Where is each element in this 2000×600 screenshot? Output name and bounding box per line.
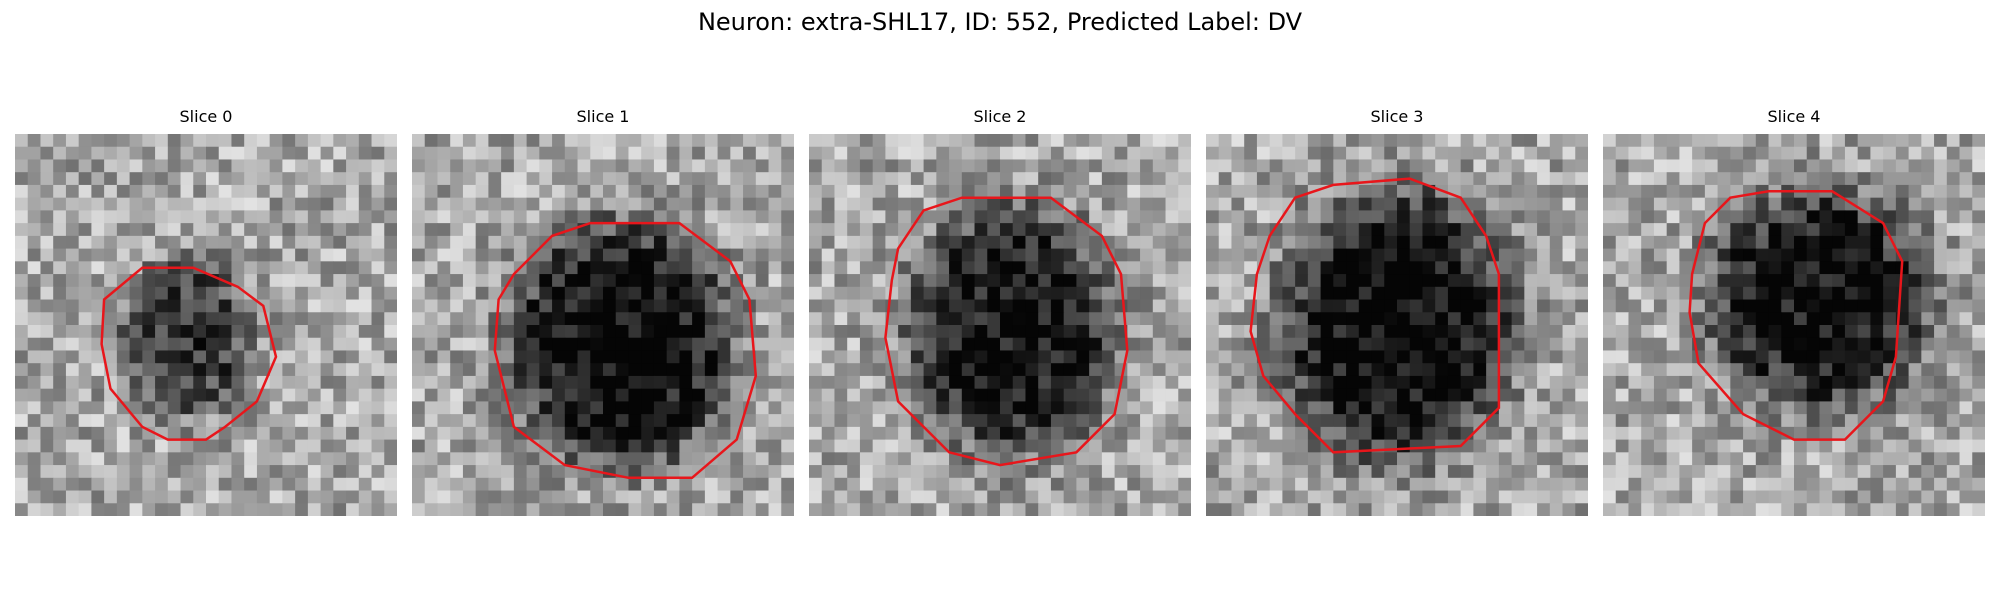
slice-title: Slice 2 [973, 107, 1027, 126]
roi-contour [884, 196, 1129, 467]
slice-title: Slice 3 [1370, 107, 1424, 126]
roi-contour [1688, 190, 1904, 441]
slice-title: Slice 1 [576, 107, 630, 126]
slice-title: Slice 0 [179, 107, 233, 126]
roi-contour [100, 266, 278, 441]
slice-image [1603, 134, 1985, 516]
slice-title: Slice 4 [1767, 107, 1821, 126]
roi-contour [493, 221, 758, 480]
figure-title: Neuron: extra-SHL17, ID: 552, Predicted … [697, 8, 1303, 36]
slice-image [15, 134, 397, 516]
slice-image [809, 134, 1191, 516]
slice-image [1206, 134, 1588, 516]
roi-contour [1249, 177, 1501, 454]
slice-image [412, 134, 794, 516]
